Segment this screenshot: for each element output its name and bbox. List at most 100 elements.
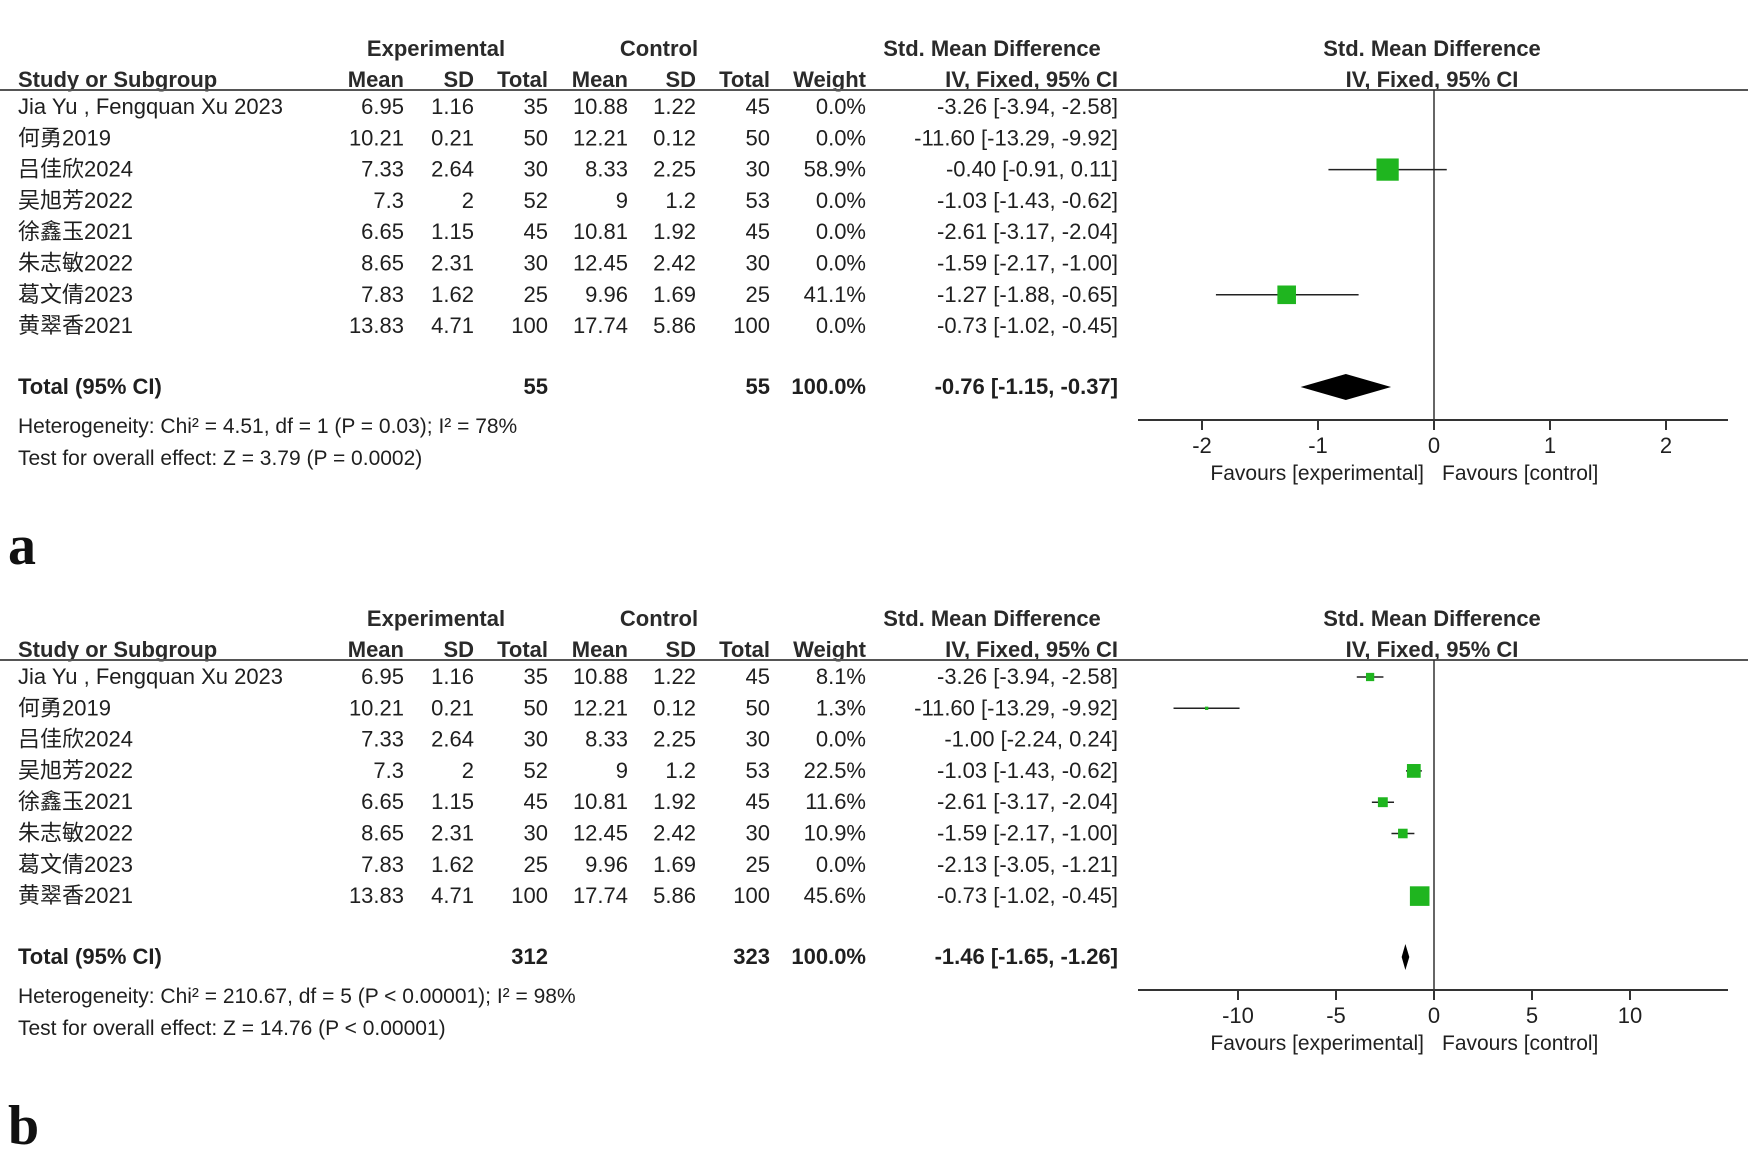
row-weight: 0.0% [816, 852, 866, 877]
total-ci-text: -0.76 [-1.15, -0.37] [935, 374, 1118, 399]
row-ci-text: -2.61 [-3.17, -2.04] [937, 219, 1118, 244]
row-c-sd: 2.25 [653, 727, 696, 752]
row-e-sd: 1.62 [431, 282, 474, 307]
row-c-total: 53 [746, 188, 770, 213]
row-c-sd: 0.12 [653, 125, 696, 150]
row-e-mean: 6.65 [361, 789, 404, 814]
header-smd: Std. Mean Difference [883, 606, 1101, 631]
header-smd: Std. Mean Difference [883, 36, 1101, 61]
row-study-label: 何勇2019 [18, 695, 111, 720]
row-e-mean: 13.83 [349, 313, 404, 338]
row-weight: 41.1% [804, 282, 866, 307]
row-e-sd: 1.15 [431, 219, 474, 244]
header-c-sd: SD [665, 637, 696, 662]
row-e-sd: 4.71 [431, 883, 474, 908]
header-c-mean: Mean [572, 637, 628, 662]
row-e-mean: 10.21 [349, 695, 404, 720]
header-c-total: Total [719, 637, 770, 662]
row-e-sd: 0.21 [431, 695, 474, 720]
row-c-sd: 0.12 [653, 695, 696, 720]
row-e-mean: 6.65 [361, 219, 404, 244]
row-c-sd: 1.2 [665, 188, 696, 213]
row-c-total: 25 [746, 852, 770, 877]
row-c-sd: 2.42 [653, 821, 696, 846]
header-control: Control [620, 606, 698, 631]
row-c-mean: 10.88 [573, 664, 628, 689]
row-ci-text: -2.13 [-3.05, -1.21] [937, 852, 1118, 877]
total-c-total: 323 [733, 944, 770, 969]
header-e-total: Total [497, 637, 548, 662]
row-ci-text: -0.73 [-1.02, -0.45] [937, 313, 1118, 338]
row-study-label: 何勇2019 [18, 125, 111, 150]
row-c-mean: 12.45 [573, 251, 628, 276]
row-study-label: 吕佳欣2024 [18, 157, 133, 182]
row-e-mean: 7.3 [373, 188, 404, 213]
row-e-mean: 6.95 [361, 664, 404, 689]
row-e-sd: 4.71 [431, 313, 474, 338]
row-c-total: 50 [746, 695, 770, 720]
row-e-mean: 10.21 [349, 125, 404, 150]
row-study-label: Jia Yu , Fengquan Xu 2023 [18, 664, 283, 689]
row-e-total: 100 [511, 883, 548, 908]
row-e-mean: 7.3 [373, 758, 404, 783]
row-weight: 22.5% [804, 758, 866, 783]
row-e-total: 52 [524, 758, 548, 783]
panel-label-b: b [8, 1095, 40, 1157]
header-plot-method: IV, Fixed, 95% CI [1346, 67, 1519, 92]
row-c-sd: 2.42 [653, 251, 696, 276]
row-weight: 10.9% [804, 821, 866, 846]
favours-control-label: Favours [control] [1442, 1032, 1598, 1055]
row-c-mean: 10.88 [573, 94, 628, 119]
row-e-sd: 2 [462, 758, 474, 783]
x-tick-label: 0 [1428, 433, 1440, 458]
row-study-label: 吴旭芳2022 [18, 758, 133, 783]
forest-plot-b: Experimental Control Std. Mean Difference S… [0, 570, 1748, 1090]
total-e-total: 55 [524, 374, 548, 399]
row-ci-text: -3.26 [-3.94, -2.58] [937, 664, 1118, 689]
row-c-sd: 5.86 [653, 313, 696, 338]
effect-marker [1406, 764, 1421, 778]
row-c-total: 30 [746, 821, 770, 846]
overall-effect-text: Test for overall effect: Z = 3.79 (P = 0… [18, 447, 422, 470]
row-c-total: 100 [733, 883, 770, 908]
row-ci-text: -1.00 [-2.24, 0.24] [944, 727, 1118, 752]
header-plot-title: Std. Mean Difference [1323, 36, 1541, 61]
header-c-sd: SD [665, 67, 696, 92]
pooled-diamond [1300, 374, 1392, 400]
header-weight: Weight [793, 637, 867, 662]
forest-plot-a: Experimental Control Std. Mean Difference S… [0, 0, 1748, 520]
header-e-mean: Mean [348, 637, 404, 662]
row-e-total: 35 [524, 664, 548, 689]
row-weight: 0.0% [816, 313, 866, 338]
row-weight: 0.0% [816, 188, 866, 213]
row-c-total: 100 [733, 313, 770, 338]
header-e-mean: Mean [348, 67, 404, 92]
effect-marker [1377, 797, 1388, 808]
favours-experimental-label: Favours [experimental] [1210, 462, 1424, 485]
total-weight: 100.0% [791, 944, 866, 969]
row-e-total: 45 [524, 219, 548, 244]
row-ci-text: -2.61 [-3.17, -2.04] [937, 789, 1118, 814]
row-e-total: 50 [524, 125, 548, 150]
row-weight: 45.6% [804, 883, 866, 908]
row-c-total: 30 [746, 157, 770, 182]
header-experimental: Experimental [367, 36, 505, 61]
row-study-label: 朱志敏2022 [18, 821, 133, 846]
row-weight: 0.0% [816, 94, 866, 119]
row-e-sd: 2.64 [431, 727, 474, 752]
row-ci-text: -1.03 [-1.43, -0.62] [937, 758, 1118, 783]
row-c-total: 45 [746, 94, 770, 119]
row-e-total: 30 [524, 157, 548, 182]
total-label: Total (95% CI) [18, 374, 162, 399]
row-c-mean: 12.45 [573, 821, 628, 846]
row-c-sd: 1.92 [653, 219, 696, 244]
x-tick-label: 10 [1618, 1003, 1642, 1028]
header-e-total: Total [497, 67, 548, 92]
total-c-total: 55 [746, 374, 770, 399]
panel-label-a: a [8, 515, 36, 577]
header-plot-title: Std. Mean Difference [1323, 606, 1541, 631]
row-weight: 0.0% [816, 251, 866, 276]
row-e-total: 25 [524, 852, 548, 877]
pooled-diamond [1401, 944, 1410, 970]
row-c-mean: 8.33 [585, 157, 628, 182]
